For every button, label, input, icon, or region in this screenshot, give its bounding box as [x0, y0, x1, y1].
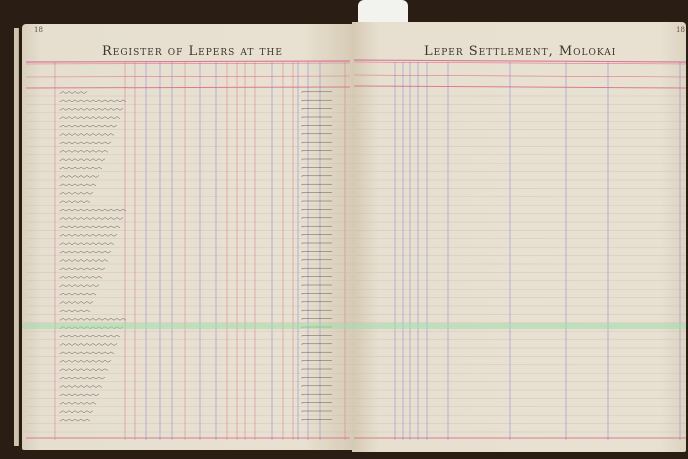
- handwritten-date: [301, 125, 332, 127]
- handwritten-name: [59, 242, 115, 246]
- header-rule: [353, 61, 687, 65]
- handwritten-date: [301, 108, 332, 110]
- handwritten-name: [59, 225, 121, 229]
- highlight-band: [22, 323, 686, 329]
- handwritten-date: [301, 91, 332, 93]
- handwritten-name: [59, 334, 121, 338]
- handwritten-date: [301, 377, 332, 379]
- handwritten-name: [59, 191, 94, 195]
- handwritten-date: [301, 192, 332, 194]
- handwritten-name: [59, 418, 91, 422]
- handwritten-date: [301, 167, 332, 169]
- handwritten-date: [301, 343, 332, 345]
- header-rule: [25, 86, 351, 89]
- handwritten-name: [59, 250, 112, 254]
- handwritten-name: [59, 149, 109, 153]
- handwritten-name: [59, 267, 106, 271]
- header-rule: [353, 74, 687, 78]
- handwritten-date: [301, 351, 332, 354]
- handwritten-name: [59, 91, 88, 94]
- handwritten-date: [301, 276, 332, 278]
- handwritten-date: [301, 419, 332, 421]
- handwritten-name: [59, 166, 103, 170]
- right-page-number: 18: [676, 26, 685, 34]
- right-page: [352, 22, 686, 452]
- header-rule: [353, 85, 687, 89]
- page-edges: [14, 28, 19, 446]
- handwritten-date: [301, 293, 332, 295]
- handwritten-date: [301, 141, 332, 144]
- handwritten-name: [59, 393, 100, 397]
- handwritten-name: [59, 343, 118, 346]
- handwritten-name: [59, 368, 109, 372]
- handwritten-name: [59, 275, 103, 279]
- right-page-title: Leper Settlement, Molokai: [424, 44, 617, 59]
- handwritten-date: [301, 217, 332, 219]
- handwritten-date: [301, 284, 332, 287]
- handwritten-name: [59, 141, 112, 145]
- handwritten-name: [59, 376, 106, 380]
- handwritten-name: [59, 385, 103, 388]
- handwritten-name: [59, 351, 115, 355]
- handwritten-date: [301, 133, 332, 135]
- handwritten-name: [59, 183, 97, 187]
- handwritten-name: [59, 124, 118, 128]
- handwritten-name: [59, 292, 97, 296]
- archive-label: [358, 0, 408, 22]
- handwritten-date: [301, 209, 332, 211]
- handwritten-name: [59, 99, 127, 103]
- handwritten-name: [59, 107, 124, 111]
- handwritten-date: [301, 385, 332, 387]
- handwritten-date: [301, 200, 332, 203]
- handwritten-date: [301, 242, 332, 245]
- header-rule: [353, 59, 687, 63]
- handwritten-date: [301, 225, 332, 228]
- handwritten-date: [301, 410, 332, 413]
- handwritten-name: [59, 317, 127, 321]
- handwritten-date: [301, 99, 332, 102]
- header-rule: [25, 60, 351, 63]
- handwritten-date: [301, 175, 332, 177]
- handwritten-date: [301, 402, 332, 404]
- left-page-title: Register of Lepers at the: [102, 44, 283, 59]
- handwritten-name: [59, 200, 91, 204]
- handwritten-date: [301, 368, 332, 371]
- handwritten-name: [59, 284, 100, 288]
- handwritten-name: [59, 208, 127, 212]
- handwritten-date: [301, 309, 332, 312]
- handwritten-date: [301, 360, 332, 362]
- handwritten-name: [59, 133, 115, 136]
- handwritten-name: [59, 309, 91, 313]
- handwritten-name: [59, 410, 94, 414]
- handwritten-date: [301, 234, 332, 236]
- handwritten-date: [301, 318, 332, 320]
- left-page-number: 18: [34, 26, 43, 34]
- handwritten-name: [59, 175, 100, 178]
- handwritten-date: [301, 259, 332, 261]
- handwritten-date: [301, 251, 332, 253]
- handwritten-name: [59, 116, 121, 120]
- left-page: [22, 24, 352, 450]
- handwritten-name: [59, 259, 109, 262]
- handwritten-name: [59, 301, 94, 304]
- handwritten-name: [59, 359, 112, 363]
- handwritten-name: [59, 217, 124, 220]
- header-rule: [25, 75, 351, 78]
- header-rule: [25, 62, 351, 65]
- handwritten-name: [59, 233, 118, 237]
- handwritten-name: [59, 158, 106, 162]
- handwritten-name: [59, 401, 97, 405]
- handwritten-date: [301, 267, 332, 270]
- handwritten-date: [301, 158, 332, 161]
- handwritten-date: [301, 183, 332, 186]
- handwritten-date: [301, 116, 332, 119]
- handwritten-date: [301, 301, 332, 303]
- handwritten-date: [301, 150, 332, 152]
- handwritten-date: [301, 393, 332, 396]
- handwritten-date: [301, 335, 332, 337]
